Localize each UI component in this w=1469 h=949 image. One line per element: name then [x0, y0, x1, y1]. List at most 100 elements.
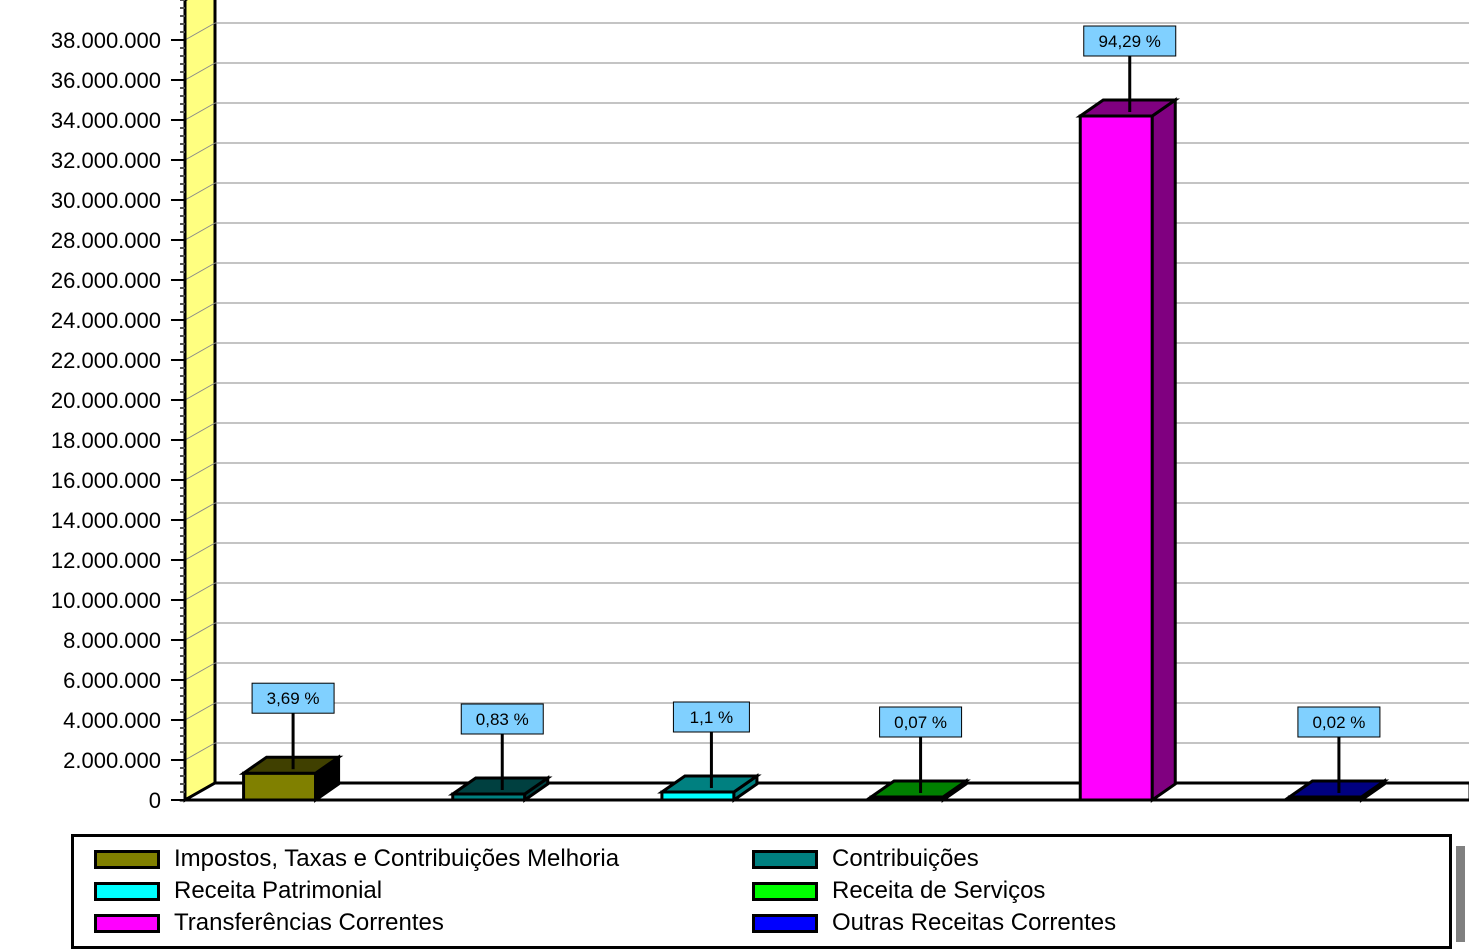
bar-top — [238, 755, 344, 775]
bar-top — [1075, 98, 1181, 118]
legend-swatch — [752, 913, 818, 933]
y-tick-label: 4.000.000 — [63, 708, 161, 733]
percent-callout: 1,1 % — [672, 701, 750, 788]
grid-line — [184, 502, 216, 521]
bars — [238, 97, 1390, 803]
legend-item: Outras Receitas Correntes — [752, 908, 1116, 938]
callout-box — [672, 701, 750, 733]
grid-line — [184, 222, 216, 241]
bar-top — [447, 776, 553, 796]
y-tick-label: 18.000.000 — [51, 428, 161, 453]
grid-line — [184, 22, 216, 41]
callout-label: 0,83 % — [476, 710, 529, 729]
bar — [1075, 97, 1181, 803]
y-tick-label: 6.000.000 — [63, 668, 161, 693]
back-wall — [214, 0, 1469, 784]
legend-swatch — [94, 849, 160, 869]
y-tick-label: 10.000.000 — [51, 588, 161, 613]
y-tick-label: 0 — [149, 788, 161, 813]
y-tick-label: 8.000.000 — [63, 628, 161, 653]
y-tick-label: 36.000.000 — [51, 68, 161, 93]
legend-item: Contribuições — [752, 844, 979, 874]
bar-front — [1078, 114, 1154, 802]
legend-swatch — [94, 881, 160, 901]
percent-callouts: 3,69 % 0,83 % 1,1 % 0,07 % 94,29 % 0,02 % — [251, 25, 1381, 793]
callout-label: 0,02 % — [1312, 713, 1365, 732]
legend-item: Receita de Serviços — [752, 876, 1045, 906]
callout-label: 94,29 % — [1099, 32, 1161, 51]
legend-swatch — [752, 881, 818, 901]
callout-box — [1297, 706, 1381, 738]
bar-top — [1284, 779, 1390, 799]
bar — [447, 775, 553, 803]
legend-shadow — [1456, 846, 1465, 942]
bar-chart: 0 2.000.000 4.000.000 6.000.000 8.000.000 10.… — [51, 0, 1469, 813]
y-tick-label: 20.000.000 — [51, 388, 161, 413]
bar — [238, 754, 344, 803]
y-tick-label: 22.000.000 — [51, 348, 161, 373]
legend-item: Transferências Correntes — [94, 908, 444, 938]
y-tick-label: 26.000.000 — [51, 268, 161, 293]
legend: Impostos, Taxas e Contribuições Melhoria… — [71, 834, 1452, 949]
percent-callout: 0,83 % — [460, 703, 544, 790]
legend-item: Impostos, Taxas e Contribuições Melhoria — [94, 844, 619, 874]
legend-label: Impostos, Taxas e Contribuições Melhoria — [174, 845, 620, 872]
legend-item: Receita Patrimonial — [94, 876, 382, 906]
percent-callout: 3,69 % — [251, 682, 335, 770]
grid-line — [184, 62, 216, 81]
y-tick-label: 16.000.000 — [51, 468, 161, 493]
callout-label: 1,1 % — [690, 708, 733, 727]
grid-line — [184, 462, 216, 481]
bar-side — [1150, 97, 1177, 803]
grid-lines — [184, 22, 1469, 761]
y-tick-label: 2.000.000 — [63, 748, 161, 773]
callout-label: 3,69 % — [267, 689, 320, 708]
callout-box — [251, 682, 335, 714]
legend-swatch — [94, 913, 160, 933]
grid-line — [184, 702, 216, 721]
callout-label: 0,07 % — [894, 713, 947, 732]
grid-line — [184, 542, 216, 561]
grid-line — [184, 582, 216, 601]
grid-line — [184, 662, 216, 681]
grid-line — [184, 422, 216, 441]
percent-callout: 94,29 % — [1083, 25, 1177, 112]
grid-line — [184, 742, 216, 761]
legend-label: Receita de Serviços — [832, 877, 1046, 904]
legend-label: Transferências Correntes — [174, 909, 444, 936]
bar-front — [242, 771, 318, 802]
grid-line — [184, 382, 216, 401]
grid-line — [184, 102, 216, 121]
bar-top — [657, 774, 762, 794]
percent-callout: 0,07 % — [879, 706, 963, 793]
y-tick-label: 24.000.000 — [51, 308, 161, 333]
y-tick-label: 14.000.000 — [51, 508, 161, 533]
grid-line — [184, 142, 216, 161]
bar-top — [866, 779, 971, 799]
callout-box — [460, 703, 544, 735]
callout-box — [1083, 25, 1177, 57]
grid-line — [184, 622, 216, 641]
y-tick-label: 32.000.000 — [51, 148, 161, 173]
legend-label: Receita Patrimonial — [174, 877, 383, 904]
grid-line — [184, 342, 216, 361]
bar — [866, 778, 971, 803]
percent-callout: 0,02 % — [1297, 706, 1381, 793]
callout-box — [879, 706, 963, 738]
grid-line — [184, 302, 216, 321]
legend-label: Contribuições — [832, 845, 979, 872]
left-wall — [183, 0, 217, 803]
y-tick-label: 38.000.000 — [51, 28, 161, 53]
y-tick-label: 34.000.000 — [51, 108, 161, 133]
y-tick-label: 30.000.000 — [51, 188, 161, 213]
chart-walls — [179, 0, 1469, 803]
grid-line — [184, 262, 216, 281]
y-tick-label: 28.000.000 — [51, 228, 161, 253]
y-tick-label: 12.000.000 — [51, 548, 161, 573]
floor — [179, 781, 1469, 802]
bar — [1284, 778, 1390, 803]
legend-swatch — [752, 849, 818, 869]
grid-line — [184, 182, 216, 201]
bar — [657, 773, 762, 803]
y-axis: 0 2.000.000 4.000.000 6.000.000 8.000.000 10.… — [51, 0, 187, 813]
